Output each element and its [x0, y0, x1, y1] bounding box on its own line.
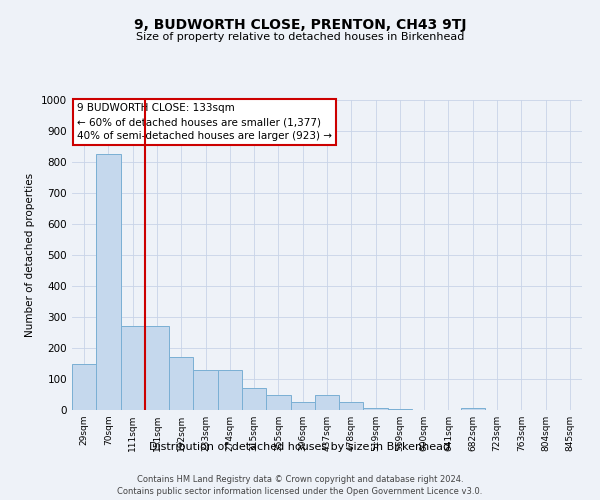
Bar [388, 409, 412, 410]
Bar [169, 356, 193, 410]
Y-axis label: Number of detached properties: Number of detached properties [25, 173, 35, 337]
Text: 9 BUDWORTH CLOSE: 133sqm
← 60% of detached houses are smaller (1,377)
40% of sem: 9 BUDWORTH CLOSE: 133sqm ← 60% of detach… [77, 103, 332, 141]
Bar [121, 326, 145, 410]
Bar [193, 370, 218, 410]
Bar [96, 154, 121, 410]
Text: Contains public sector information licensed under the Open Government Licence v3: Contains public sector information licen… [118, 487, 482, 496]
Text: Contains HM Land Registry data © Crown copyright and database right 2024.: Contains HM Land Registry data © Crown c… [137, 475, 463, 484]
Bar [364, 408, 388, 410]
Bar [339, 402, 364, 410]
Text: Size of property relative to detached houses in Birkenhead: Size of property relative to detached ho… [136, 32, 464, 42]
Bar [218, 370, 242, 410]
Bar [72, 364, 96, 410]
Bar [145, 326, 169, 410]
Bar [266, 394, 290, 410]
Bar [461, 408, 485, 410]
Text: Distribution of detached houses by size in Birkenhead: Distribution of detached houses by size … [149, 442, 451, 452]
Text: 9, BUDWORTH CLOSE, PRENTON, CH43 9TJ: 9, BUDWORTH CLOSE, PRENTON, CH43 9TJ [134, 18, 466, 32]
Bar [315, 394, 339, 410]
Bar [242, 388, 266, 410]
Bar [290, 402, 315, 410]
